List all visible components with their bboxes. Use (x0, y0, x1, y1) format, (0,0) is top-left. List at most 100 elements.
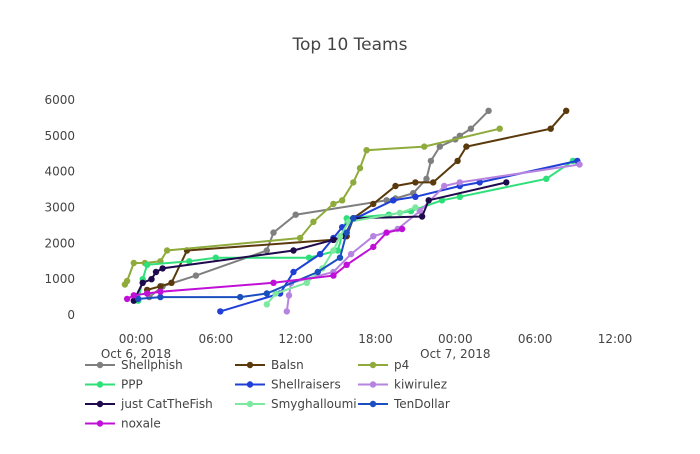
data-point (290, 247, 297, 254)
data-point (212, 254, 219, 261)
legend-swatch-marker (96, 420, 104, 427)
data-point (283, 308, 290, 315)
data-point (421, 143, 428, 150)
legend-label: Balsn (271, 358, 304, 372)
data-point (339, 197, 346, 204)
data-point (467, 125, 475, 132)
data-point (186, 258, 193, 265)
data-point (343, 229, 350, 236)
legend-item: p4 (358, 358, 409, 372)
data-point (330, 236, 337, 243)
legend-swatch-marker (96, 400, 104, 408)
x-tick-label: 12:00 (598, 332, 633, 346)
data-point (168, 279, 175, 286)
x-tick-label: 06:00 (199, 332, 234, 346)
data-point (130, 292, 137, 299)
data-point (330, 272, 337, 279)
data-point (563, 107, 570, 115)
data-point (316, 250, 324, 258)
data-point (148, 276, 155, 283)
data-point (123, 295, 131, 303)
data-point (398, 225, 406, 233)
data-point (217, 308, 224, 315)
legend-swatch-marker (246, 400, 254, 408)
data-point (392, 182, 399, 190)
data-point (292, 211, 299, 218)
legend-swatch-marker (246, 361, 254, 369)
data-point (152, 268, 160, 276)
data-point (416, 207, 424, 215)
data-point (390, 197, 397, 204)
legend-item: Shellraisers (235, 378, 341, 392)
data-point (285, 292, 293, 299)
series-balsn (143, 107, 570, 294)
data-point (135, 295, 142, 303)
data-point (334, 247, 341, 254)
data-point (456, 193, 463, 200)
x-tick-sublabel: Oct 6, 2018 (101, 347, 171, 361)
legend-item: TenDollar (358, 397, 450, 411)
data-point (418, 213, 426, 220)
data-point (270, 279, 277, 286)
axes: 0 1000 2000 3000 4000 5000 6000 00:00 Oct 6, 201… (44, 93, 632, 361)
x-tick-label: 00:00 (438, 332, 473, 346)
data-point (263, 301, 270, 308)
data-point (441, 182, 448, 190)
x-tick-label: 18:00 (358, 332, 393, 346)
data-point (330, 200, 337, 208)
data-point (143, 261, 151, 268)
legend-label: PPP (121, 378, 143, 392)
legend-label: Smyghalloumi (271, 397, 357, 411)
data-point (436, 143, 443, 150)
data-point (370, 200, 377, 208)
y-tick-label: 4000 (44, 165, 75, 179)
series-tendollar (135, 215, 357, 303)
data-point (163, 247, 171, 254)
data-point (310, 218, 317, 225)
data-point (139, 279, 146, 286)
y-tick-label: 1000 (44, 272, 75, 286)
legend-item: kiwirulez (358, 378, 447, 392)
y-tick-label: 3000 (44, 201, 75, 215)
legend-label: Shellraisers (271, 378, 341, 392)
legend-label: noxale (121, 417, 161, 431)
data-point (370, 233, 377, 240)
x-tick-sublabel: Oct 7, 2018 (420, 347, 490, 361)
data-point (350, 179, 357, 186)
series-line (138, 217, 355, 300)
data-point (290, 268, 297, 276)
legend-swatch-marker (369, 400, 377, 408)
data-point (296, 234, 304, 242)
legend-label: just CatTheFish (120, 397, 213, 411)
data-point (396, 209, 404, 217)
legend-item: Shellphish (85, 358, 183, 372)
y-tick-label: 0 (67, 308, 75, 322)
data-point (263, 290, 270, 297)
data-point (423, 175, 430, 182)
data-point (425, 197, 432, 204)
data-point (237, 293, 244, 301)
data-point (272, 290, 279, 297)
data-point (370, 243, 377, 251)
data-point (157, 293, 164, 301)
data-point (303, 279, 310, 286)
y-tick-label: 2000 (44, 236, 75, 250)
data-point (130, 259, 137, 267)
data-point (503, 179, 510, 186)
data-point (463, 143, 470, 150)
legend-label: p4 (394, 358, 409, 372)
data-point (430, 179, 437, 186)
data-point (576, 161, 583, 168)
data-point (476, 179, 483, 186)
data-point (336, 254, 344, 261)
data-point (314, 268, 321, 276)
legend-item: PPP (85, 378, 143, 392)
y-tick-label: 5000 (44, 129, 75, 143)
data-point (263, 247, 270, 254)
data-point (270, 229, 277, 236)
y-tick-label: 6000 (44, 93, 75, 107)
data-point (547, 125, 554, 132)
data-point (456, 179, 463, 186)
legend-swatch-marker (369, 381, 377, 388)
